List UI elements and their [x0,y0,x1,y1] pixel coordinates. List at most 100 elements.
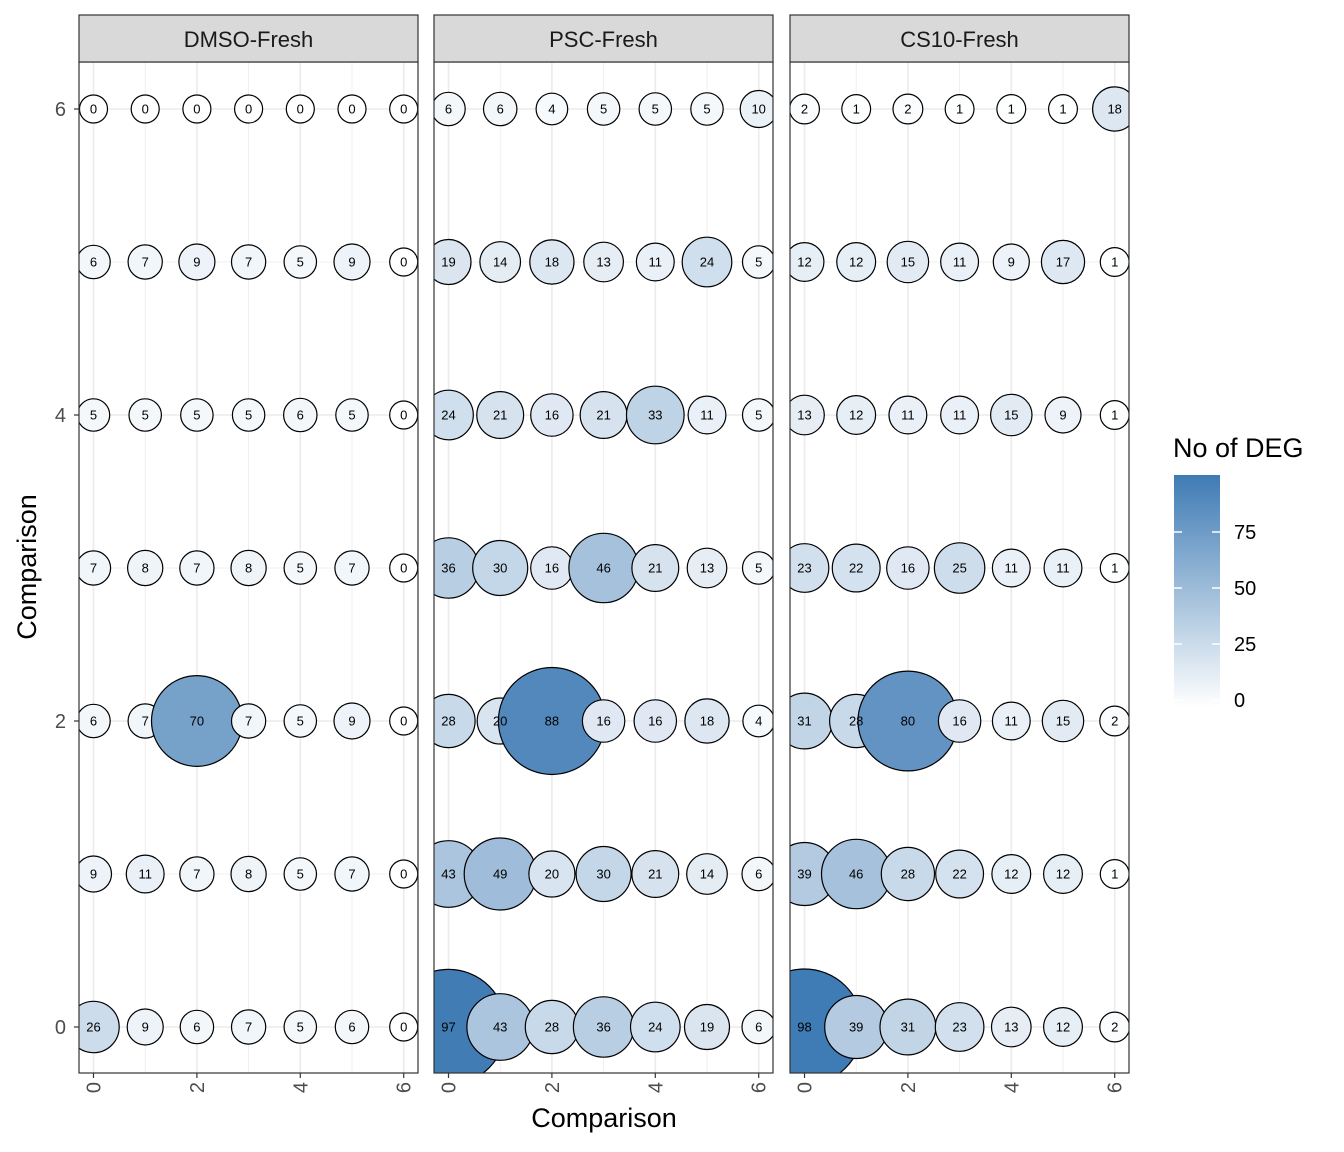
bubble-label: 1 [1111,867,1118,882]
bubble [583,241,624,283]
bubble [231,398,266,432]
bubble [629,1001,681,1053]
bubble [989,393,1033,437]
bubble-label: 1 [1059,102,1066,117]
bubble [790,242,825,282]
bubble-label: 46 [849,867,863,882]
bubble [476,391,525,440]
bubble-label: 21 [596,408,610,423]
bubble [633,699,678,743]
bubble [178,243,216,281]
bubble-label: 5 [600,102,607,117]
bubble-label: 49 [493,867,507,882]
x-tick-label: 0 [84,1082,106,1093]
bubble-label: 15 [901,255,915,270]
bubble-label: 6 [497,102,504,117]
bubble-label: 11 [953,408,967,423]
bubble-label: 11 [138,867,152,882]
bubble-label: 12 [1004,867,1018,882]
bubble [631,849,680,898]
bubble [283,1010,318,1044]
bubble [180,398,214,432]
bubble-label: 0 [297,102,304,117]
bubble [944,93,975,124]
bubble-label: 43 [441,867,455,882]
bubble-label: 14 [700,867,714,882]
bubble-label: 15 [1056,714,1070,729]
bubble-label: 21 [493,408,507,423]
bubble [285,94,315,124]
bubble [334,1009,370,1045]
bubble-label: 7 [245,1020,252,1035]
bubble-label: 0 [400,102,407,117]
bubble [230,244,267,280]
bubble-label: 5 [193,408,200,423]
bubble [482,91,518,127]
bubble [687,395,727,435]
bubble [79,855,113,893]
bubble [234,94,264,124]
bubble-label: 12 [849,408,863,423]
bubble [1047,93,1078,124]
bubble-label: 24 [648,1020,662,1035]
bubble-label: 0 [400,408,407,423]
bubble-label: 16 [648,714,662,729]
bubble-label: 1 [956,102,963,117]
y-tick-label: 2 [55,711,66,733]
bubble [1099,1011,1129,1043]
bubble-label: 18 [700,714,714,729]
bubble-label: 6 [348,1020,355,1035]
bubble-label: 39 [849,1020,863,1035]
bubble-label: 7 [348,867,355,882]
bubble-label: 5 [297,1020,304,1035]
bubble [283,857,318,891]
bubble-label: 36 [596,1020,610,1035]
bubble [790,394,825,436]
bubble-label: 6 [90,255,97,270]
y-tick-label: 0 [55,1017,66,1039]
bubble-label: 6 [445,102,452,117]
bubble-label: 0 [245,102,252,117]
facet-strip [433,14,774,63]
bubble [434,91,466,127]
bubbles: 26 9 6 7 5 6 09 11 7 8 5 7 06 7 70 7 5 9 07 8 7 8 5 7 05 5 5 5 6 5 06 7… [79,94,418,1054]
facet-strip-label: CS10-Fresh [900,27,1019,52]
bubble [1099,553,1129,583]
bubble-label: 7 [193,561,200,576]
bubble-label: 1 [1111,408,1118,423]
bubble [434,389,474,441]
bubble [836,242,877,283]
bubble-label: 19 [441,255,455,270]
bubble [126,1008,164,1046]
legend: No of DEG 0 25 50 75 [1173,433,1304,712]
bubble-label: 25 [952,561,966,576]
bubble [686,853,728,895]
bubble [1099,705,1129,737]
bubble [333,243,371,281]
bubble-label: 8 [245,867,252,882]
bubble-label: 0 [400,1020,407,1035]
bubble-label: 22 [849,561,863,576]
bubble-label: 16 [545,408,559,423]
x-tick-label: 2 [898,1082,920,1093]
bubble-label: 18 [545,255,559,270]
bubble-label: 24 [700,255,714,270]
y-axis: 0 2 4 6 [55,99,79,1039]
bubble-label: 19 [700,1020,714,1035]
bubble [125,854,165,894]
bubble [638,92,673,126]
bubble [888,395,928,435]
bubble [472,539,529,597]
bubble [230,549,267,587]
bubble-label: 39 [797,867,811,882]
bubble [684,698,730,744]
bubble [635,242,675,282]
bubble-label: 11 [1056,561,1070,576]
bubble-label: 16 [901,561,915,576]
bubble [790,543,830,593]
bubble [991,701,1031,741]
bubble-label: 11 [1005,561,1019,576]
bubble [996,93,1027,124]
bubble-label: 1 [853,102,860,117]
facet-strip [78,14,419,63]
